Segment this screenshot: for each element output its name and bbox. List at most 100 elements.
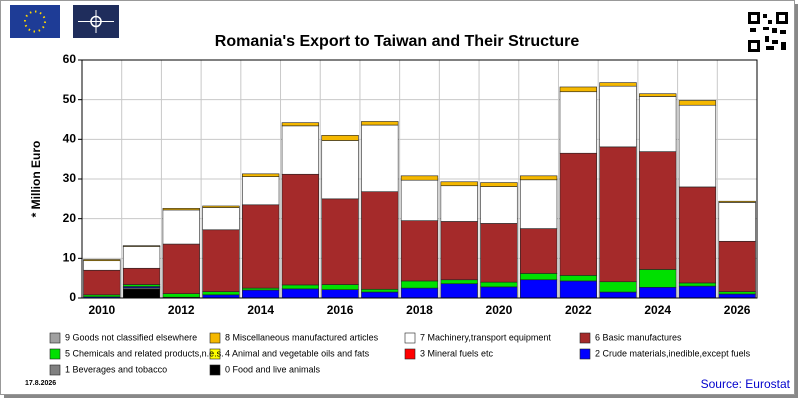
legend-swatch bbox=[579, 348, 591, 360]
legend-label: 6 Basic manufactures bbox=[595, 332, 682, 342]
bar-segment bbox=[361, 291, 399, 299]
bar-segment bbox=[361, 288, 399, 293]
bar-segment bbox=[281, 288, 320, 299]
qr-code bbox=[748, 12, 788, 52]
bar-segment bbox=[440, 181, 478, 187]
bar-segment bbox=[559, 275, 597, 282]
bar-segment bbox=[361, 121, 399, 126]
bar-segment bbox=[122, 288, 161, 299]
bar-segment bbox=[83, 269, 121, 296]
bar-segment bbox=[559, 280, 597, 299]
bar-segment bbox=[321, 140, 359, 200]
bar-segment bbox=[718, 293, 756, 299]
bar-segment bbox=[678, 104, 717, 188]
bar-segment bbox=[440, 283, 478, 299]
legend-label: 9 Goods not classified elsewhere bbox=[65, 332, 197, 342]
x-tick-label: 2026 bbox=[724, 303, 751, 317]
bar-segment bbox=[242, 176, 280, 206]
eu-flag bbox=[10, 5, 60, 38]
y-tick-label: 30 bbox=[63, 171, 77, 185]
bar-segment bbox=[519, 228, 558, 274]
y-tick-label: 0 bbox=[69, 290, 76, 304]
y-tick-label: 50 bbox=[63, 92, 77, 106]
bar-segment bbox=[321, 135, 359, 141]
legend-label: 3 Mineral fuels etc bbox=[420, 348, 494, 358]
bar-segment bbox=[480, 223, 518, 283]
legend-label: 2 Crude materials,inedible,except fuels bbox=[595, 348, 751, 358]
plot-border bbox=[81, 59, 758, 299]
bar-segment bbox=[559, 86, 597, 93]
bar-segment bbox=[83, 260, 121, 271]
bar-segment bbox=[122, 267, 161, 285]
bar-segment bbox=[440, 185, 478, 222]
legend-swatch bbox=[49, 364, 61, 376]
bar-segment bbox=[162, 209, 200, 245]
chart-title: Romania's Export to Taiwan and Their Str… bbox=[215, 33, 580, 50]
bar-segment bbox=[480, 186, 518, 224]
x-tick-label: 2018 bbox=[406, 303, 433, 317]
bar-segment bbox=[519, 279, 558, 299]
bar-segment bbox=[559, 91, 597, 154]
bar-segment bbox=[480, 286, 518, 299]
bar-segment bbox=[480, 281, 518, 288]
bar-segment bbox=[718, 200, 756, 203]
legend-swatch bbox=[49, 332, 61, 344]
bar-segment bbox=[639, 269, 677, 288]
bar-segment bbox=[122, 245, 161, 247]
bar-segment bbox=[678, 285, 717, 299]
bar-segment bbox=[122, 246, 161, 269]
x-tick-label: 2022 bbox=[565, 303, 592, 317]
y-tick-label: 10 bbox=[63, 251, 77, 265]
y-axis-label: * Million Euro bbox=[29, 141, 43, 218]
x-tick-label: 2012 bbox=[168, 303, 195, 317]
bar-segment bbox=[242, 289, 280, 299]
bar-segment bbox=[678, 100, 717, 106]
bar-segment bbox=[559, 152, 597, 276]
date: 17.8.2026 bbox=[25, 380, 56, 387]
nato-flag bbox=[73, 5, 119, 38]
bar-segment bbox=[83, 259, 121, 262]
bar-segment bbox=[599, 85, 637, 148]
x-tick-label: 2010 bbox=[89, 303, 116, 317]
legend-label: 0 Food and live animals bbox=[225, 364, 321, 374]
legend-swatch bbox=[49, 348, 61, 360]
legend-swatch bbox=[209, 348, 221, 360]
bar-segment bbox=[440, 279, 478, 285]
bar-segment bbox=[639, 286, 677, 299]
bar-segment bbox=[242, 204, 280, 289]
bar-segment bbox=[162, 243, 200, 294]
x-tick-label: 2016 bbox=[327, 303, 354, 317]
x-tick-label: 2024 bbox=[644, 303, 671, 317]
bar-segment bbox=[400, 287, 439, 299]
bar-segment bbox=[281, 125, 320, 175]
bar-segment bbox=[400, 179, 439, 221]
bar-segment bbox=[718, 291, 756, 295]
legend-swatch bbox=[209, 364, 221, 376]
bar-segment bbox=[281, 284, 320, 290]
bar-segment bbox=[718, 240, 756, 292]
legend-swatch bbox=[579, 332, 591, 344]
legend-label: 7 Machinery,transport equipment bbox=[420, 332, 551, 342]
bar-segment bbox=[639, 151, 677, 270]
bar-segment bbox=[599, 281, 637, 293]
bar-segment bbox=[400, 280, 439, 289]
legend-label: 5 Chemicals and related products,n.e.s. bbox=[65, 348, 224, 358]
x-tick-label: 2020 bbox=[486, 303, 513, 317]
bar-segment bbox=[202, 291, 240, 296]
bar-segment bbox=[599, 82, 637, 87]
bar-segment bbox=[678, 282, 717, 287]
legend-label: 1 Beverages and tobacco bbox=[65, 364, 167, 374]
bar-segment bbox=[202, 207, 240, 231]
bar-segment bbox=[321, 289, 359, 299]
legend-swatch bbox=[209, 332, 221, 344]
bar-segment bbox=[480, 182, 518, 187]
bar-segment bbox=[599, 291, 637, 299]
bar-segment bbox=[639, 96, 677, 152]
bar-segment bbox=[242, 173, 280, 177]
legend-swatch bbox=[404, 332, 416, 344]
bar-segment bbox=[321, 284, 359, 290]
bar-segment bbox=[440, 221, 478, 281]
y-tick-label: 60 bbox=[63, 52, 77, 66]
